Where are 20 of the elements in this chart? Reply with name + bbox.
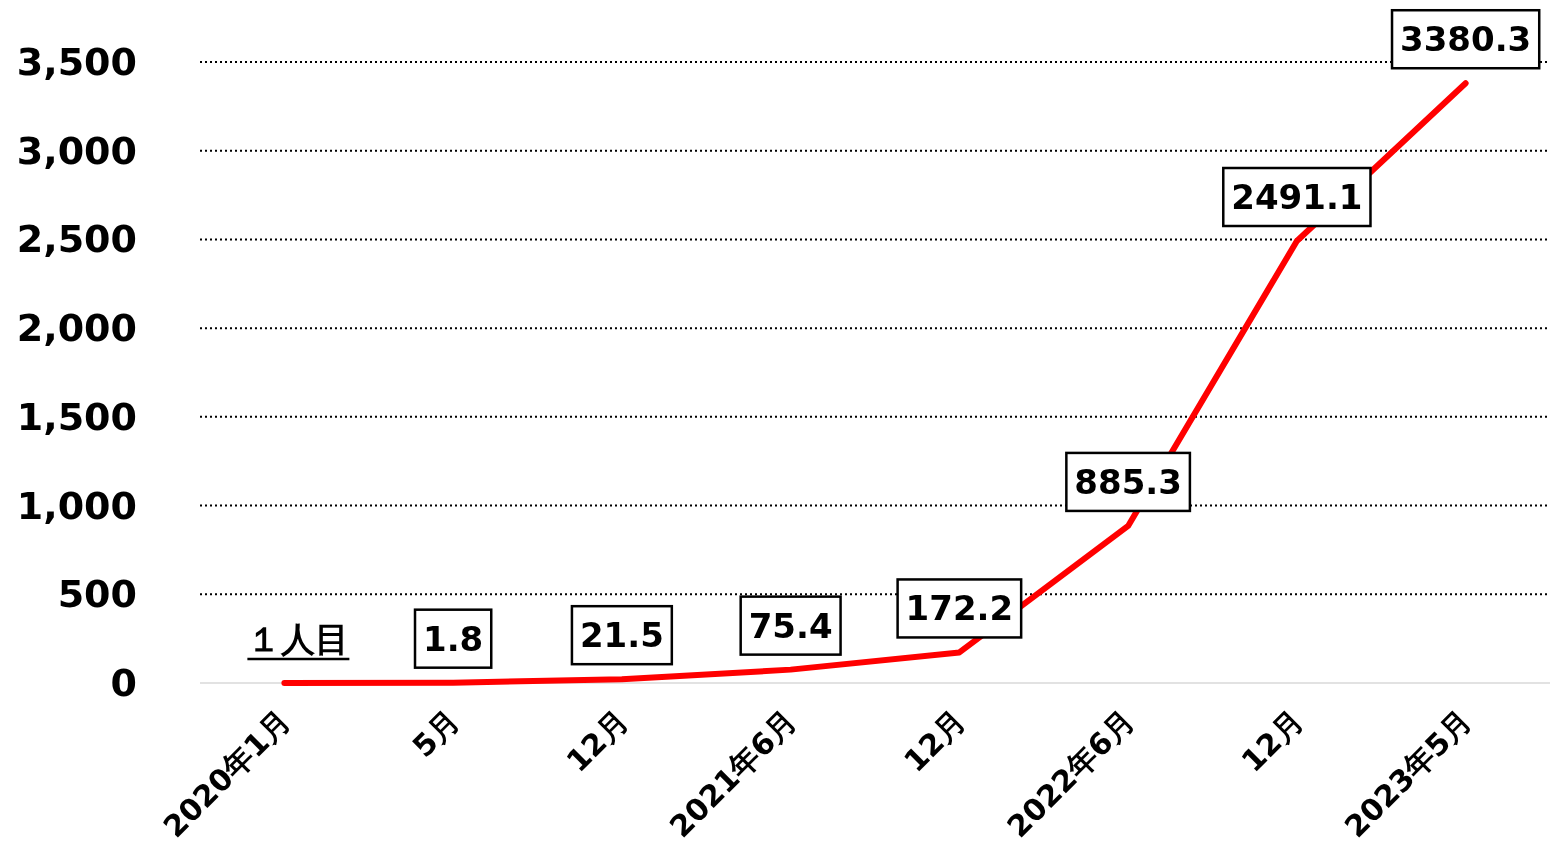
data-label: 3380.3 (1400, 19, 1532, 60)
data-label: 172.2 (905, 588, 1014, 629)
y-tick-label: 2,500 (16, 217, 137, 262)
data-label: 1.8 (423, 618, 484, 659)
x-tick-label: 5月 (405, 703, 467, 764)
annotation: １人目 (247, 619, 350, 659)
data-label: 885.3 (1074, 461, 1182, 502)
data-label: 75.4 (748, 605, 833, 646)
data-label: 2491.1 (1231, 177, 1363, 218)
y-tick-label: 1,000 (16, 483, 137, 528)
y-tick-label: 500 (57, 572, 137, 617)
x-tick-label: 12月 (896, 703, 973, 779)
x-tick-label: 12月 (1234, 703, 1310, 779)
y-tick-label: 2,000 (16, 306, 137, 351)
x-tick-label: 12月 (559, 703, 635, 779)
y-tick-label: 3,000 (16, 128, 137, 173)
data-label: 21.5 (579, 615, 664, 656)
y-tick-label: 1,500 (16, 394, 137, 439)
y-tick-label: 0 (110, 661, 137, 705)
y-tick-label: 3,500 (16, 40, 137, 84)
